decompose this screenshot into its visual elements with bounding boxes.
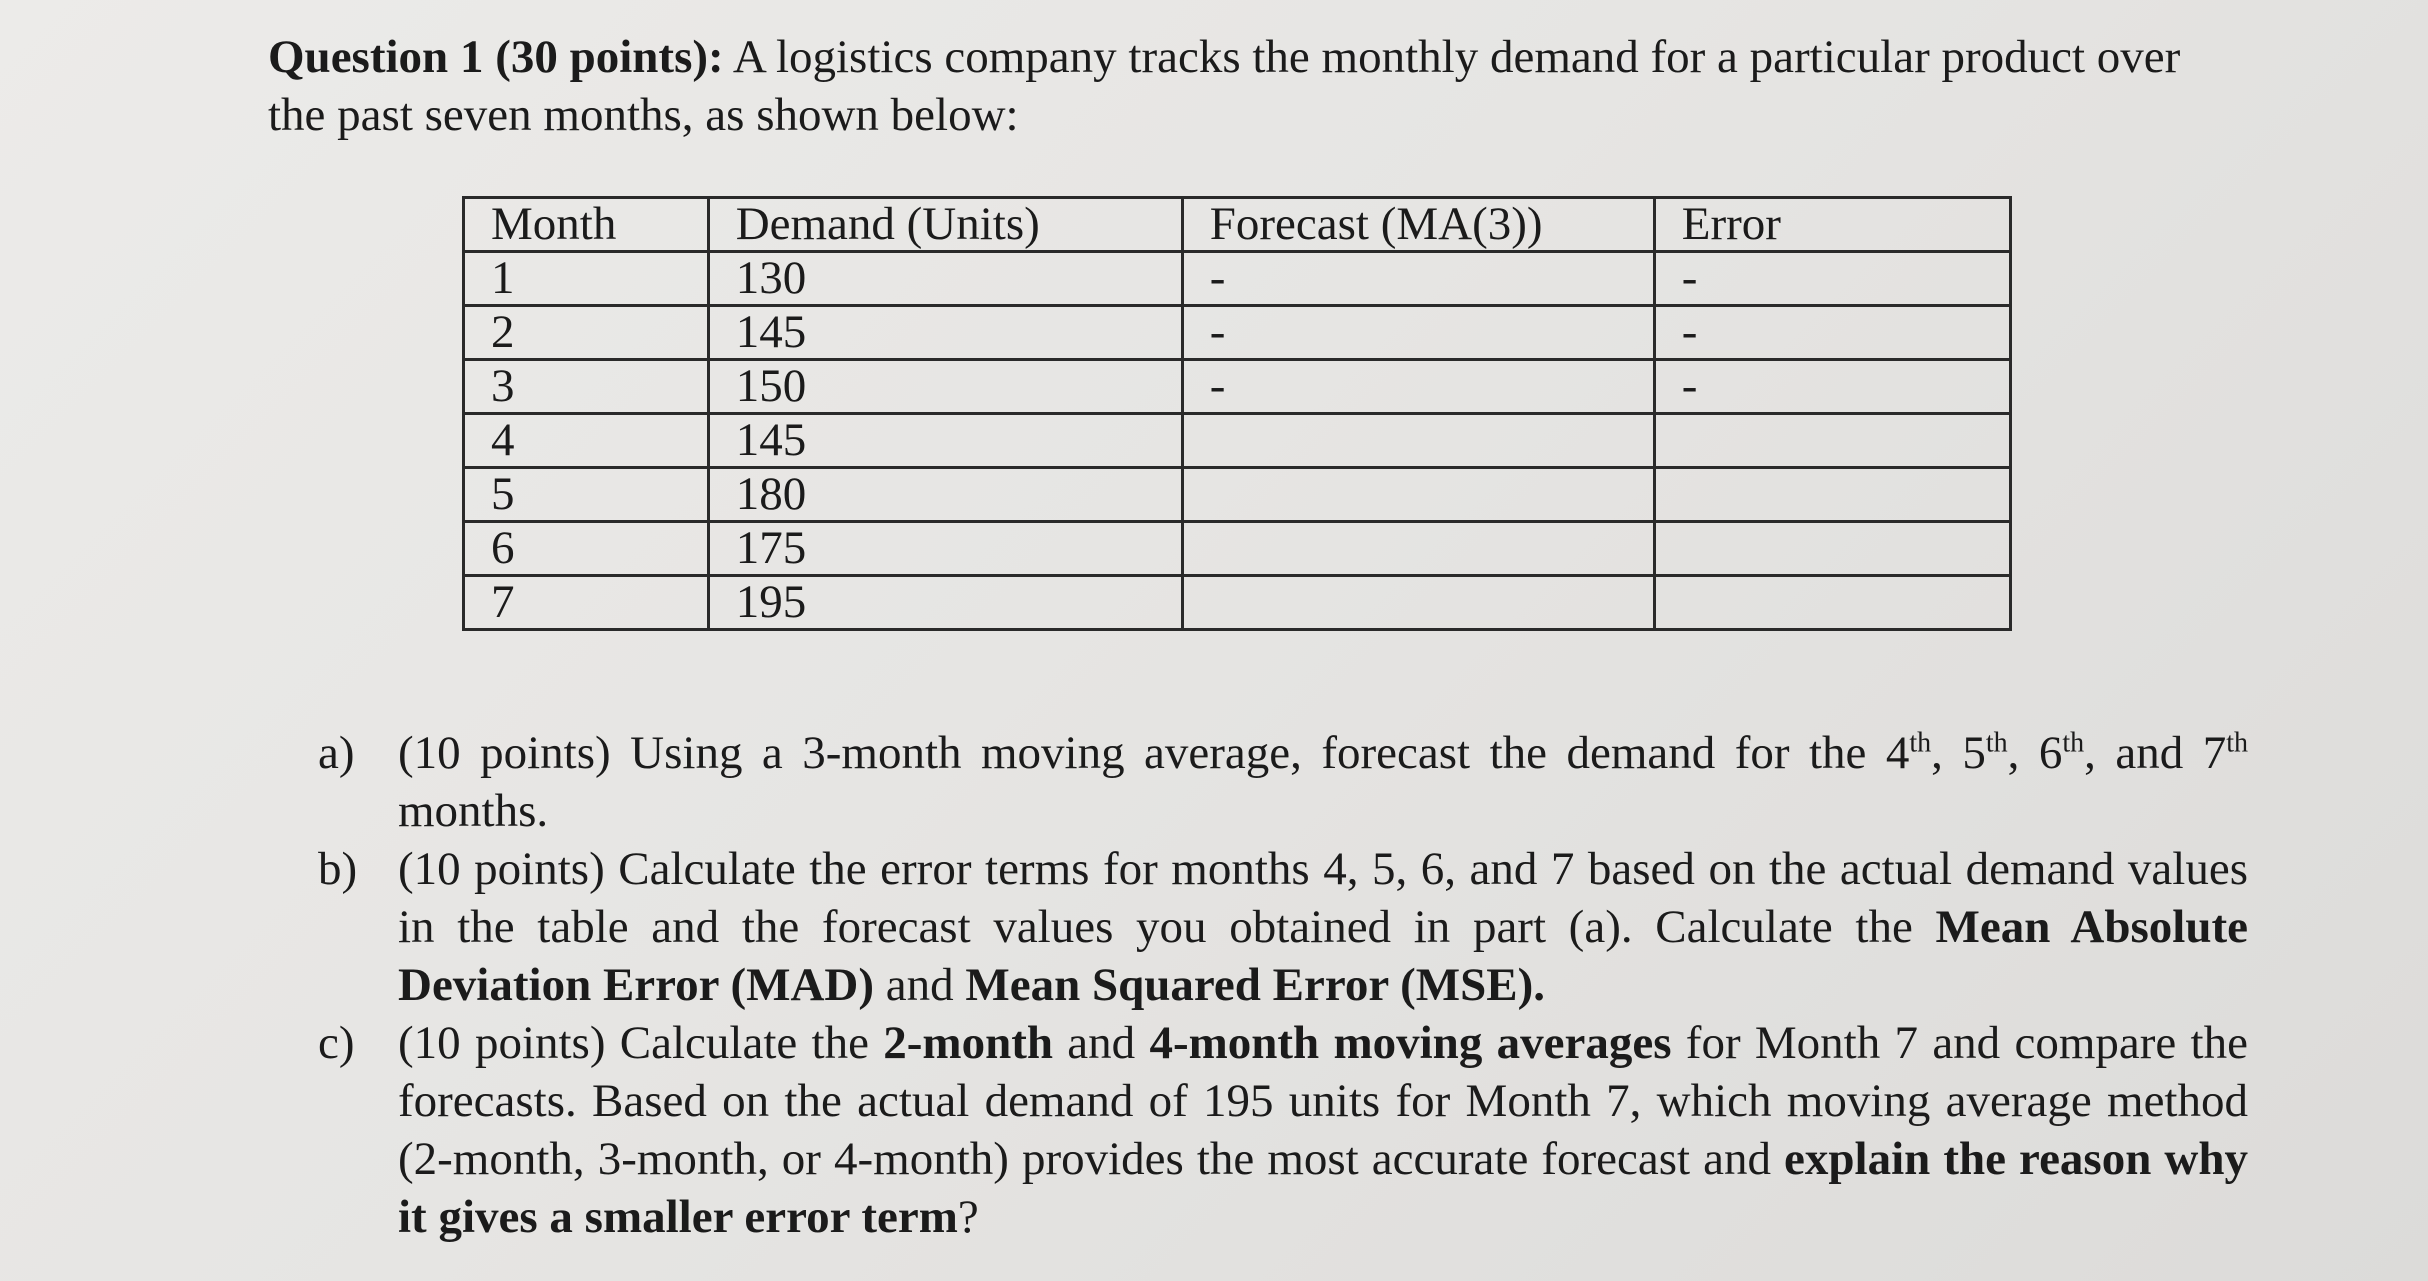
table-header-row: Month Demand (Units) Forecast (MA(3)) Er… <box>462 196 2013 253</box>
cell-month: 5 <box>462 466 710 523</box>
part-b-text-2: and <box>874 959 966 1011</box>
cell-error <box>1652 574 2013 631</box>
cell-demand: 175 <box>706 520 1184 577</box>
header-demand: Demand (Units) <box>706 196 1184 253</box>
cell-forecast: - <box>1180 358 1656 415</box>
part-c-text: (10 points) Calculate the 2-month and 4-… <box>398 1014 2248 1246</box>
table-row: 3 150 - - <box>462 358 2013 415</box>
part-c-label: c) <box>318 1017 355 1069</box>
cell-month: 1 <box>462 250 710 307</box>
part-a-text-1: (10 points) Using a 3-month moving avera… <box>398 727 1910 779</box>
four-month-term: 4-month moving averages <box>1149 1017 1672 1069</box>
table-row: 5 180 <box>462 466 2013 523</box>
cell-error: - <box>1652 304 2013 361</box>
part-c: c) (10 points) Calculate the 2-month and… <box>318 1014 2248 1246</box>
part-a-text-3: , 6 <box>2007 727 2063 779</box>
part-c-text-4: ? <box>957 1191 979 1243</box>
question-heading: Question 1 (30 points): <box>268 31 724 83</box>
part-b: b) (10 points) Calculate the error terms… <box>318 840 2248 1014</box>
cell-error: - <box>1652 250 2013 307</box>
cell-error <box>1652 520 2013 577</box>
demand-table: Month Demand (Units) Forecast (MA(3)) Er… <box>462 196 2013 631</box>
table-row: 6 175 <box>462 520 2013 577</box>
part-c-text-2: and <box>1053 1017 1150 1069</box>
cell-demand: 180 <box>706 466 1184 523</box>
part-c-text-1: (10 points) Calculate the <box>398 1017 884 1069</box>
table-row: 1 130 - - <box>462 250 2013 307</box>
mad-term: Mean Absolute Deviation Error (MAD) <box>398 901 2248 1011</box>
table-row: 7 195 <box>462 574 2013 631</box>
part-b-text-1: (10 points) Calculate the error terms fo… <box>398 843 2248 953</box>
header-month: Month <box>462 196 710 253</box>
part-a-text-4: , and 7 <box>2084 727 2227 779</box>
part-b-label: b) <box>318 843 358 895</box>
part-a-text: (10 points) Using a 3-month moving avera… <box>398 724 2248 840</box>
header-forecast: Forecast (MA(3)) <box>1180 196 1656 253</box>
cell-demand: 145 <box>706 412 1184 469</box>
part-b-text: (10 points) Calculate the error terms fo… <box>398 840 2248 1014</box>
cell-month: 4 <box>462 412 710 469</box>
cell-demand: 130 <box>706 250 1184 307</box>
cell-month: 7 <box>462 574 710 631</box>
cell-forecast <box>1180 574 1656 631</box>
cell-forecast <box>1180 520 1656 577</box>
part-a: a) (10 points) Using a 3-month moving av… <box>318 724 2248 840</box>
question-parts: a) (10 points) Using a 3-month moving av… <box>318 724 2248 1246</box>
question-intro: Question 1 (30 points): A logistics comp… <box>268 28 2228 144</box>
cell-demand: 145 <box>706 304 1184 361</box>
cell-error <box>1652 412 2013 469</box>
part-a-text-5: months. <box>398 785 549 837</box>
table-row: 2 145 - - <box>462 304 2013 361</box>
ordinal-suffix: th <box>2062 727 2085 759</box>
ordinal-suffix: th <box>1909 727 1932 759</box>
mse-term: Mean Squared Error (MSE). <box>965 959 1546 1011</box>
table-row: 4 145 <box>462 412 2013 469</box>
ordinal-suffix: th <box>2226 727 2248 759</box>
cell-month: 3 <box>462 358 710 415</box>
part-a-label: a) <box>318 727 355 779</box>
ordinal-suffix: th <box>1985 727 2008 759</box>
cell-error <box>1652 466 2013 523</box>
cell-forecast: - <box>1180 304 1656 361</box>
cell-forecast <box>1180 412 1656 469</box>
header-error: Error <box>1652 196 2013 253</box>
cell-error: - <box>1652 358 2013 415</box>
explain-term: explain the reason why it gives a smalle… <box>398 1133 2248 1243</box>
cell-demand: 195 <box>706 574 1184 631</box>
part-c-text-3: for Month 7 and compare the forecasts. B… <box>398 1017 2248 1185</box>
cell-month: 2 <box>462 304 710 361</box>
two-month-term: 2-month <box>883 1017 1053 1069</box>
part-a-text-2: , 5 <box>1931 727 1986 779</box>
cell-forecast <box>1180 466 1656 523</box>
question-intro-text: A logistics company tracks the monthly d… <box>268 31 2181 141</box>
cell-forecast: - <box>1180 250 1656 307</box>
cell-demand: 150 <box>706 358 1184 415</box>
cell-month: 6 <box>462 520 710 577</box>
